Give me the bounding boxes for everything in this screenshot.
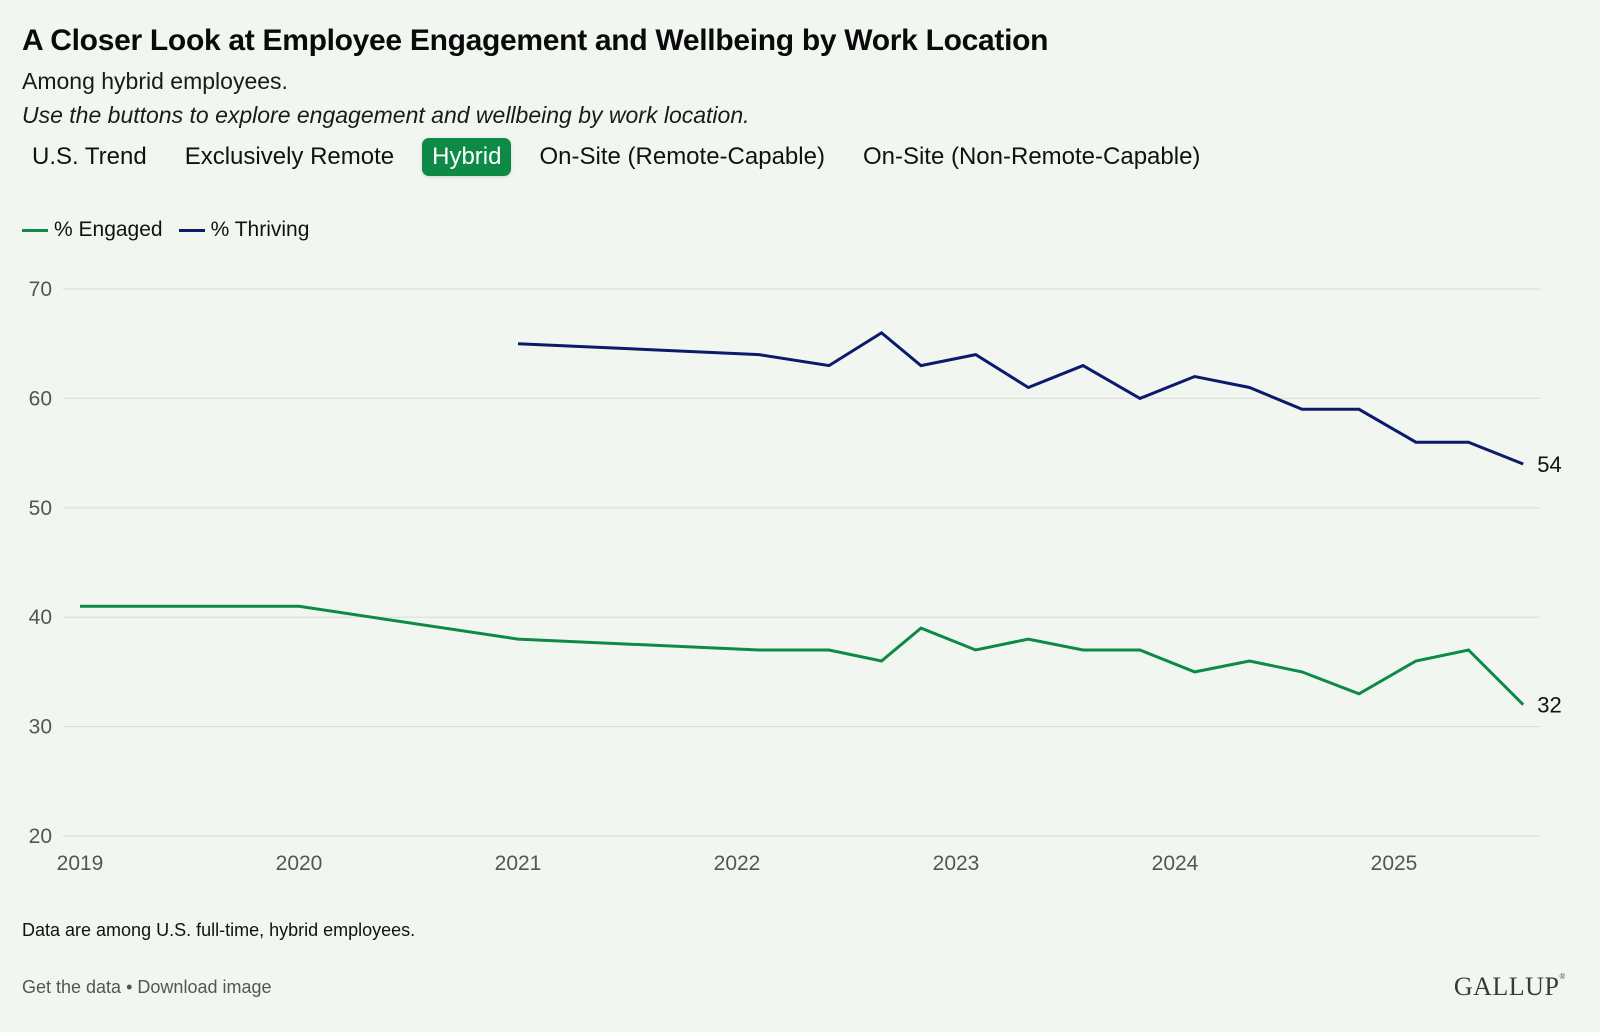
legend-label-thriving: % Thriving — [210, 218, 310, 241]
legend-item-engaged: % Engaged — [22, 218, 163, 242]
data-note: Data are among U.S. full-time, hybrid em… — [22, 920, 416, 940]
line-chart: 20 30 40 50 60 70 2019 2020 2021 2022 2023 2024 202… — [29, 278, 1562, 875]
tab-on-site-remote-capable[interactable]: On-Site (Remote-Capable) — [529, 138, 834, 176]
work-location-tabs: U.S. Trend Exclusively Remote Hybrid On-… — [22, 138, 1228, 176]
download-image-link[interactable]: Download image — [137, 977, 272, 997]
x-tick-label: 2020 — [276, 852, 323, 875]
y-tick-label: 50 — [29, 497, 52, 520]
x-tick-label: 2023 — [933, 852, 980, 875]
y-axis-ticks: 20 30 40 50 60 70 — [29, 278, 52, 848]
chart-subtitle: Among hybrid employees. — [22, 68, 288, 94]
series-line-thriving — [517, 330, 1524, 466]
legend-swatch-thriving — [178, 228, 205, 232]
tab-hybrid[interactable]: Hybrid — [422, 138, 512, 176]
series-lines — [79, 330, 1525, 706]
legend-label-engaged: % Engaged — [54, 218, 163, 241]
end-label-thriving: 54 — [1537, 452, 1561, 477]
gallup-logo: GALLUP® — [1454, 972, 1566, 1002]
x-tick-label: 2025 — [1371, 852, 1418, 875]
end-label-engaged: 32 — [1537, 693, 1561, 718]
y-tick-label: 40 — [29, 606, 52, 629]
registered-mark-icon: ® — [1559, 972, 1566, 981]
x-tick-label: 2024 — [1152, 852, 1199, 875]
y-tick-label: 70 — [29, 278, 52, 301]
chart-title: A Closer Look at Employee Engagement and… — [22, 24, 1049, 57]
legend-item-thriving: % Thriving — [178, 218, 310, 242]
tab-exclusively-remote[interactable]: Exclusively Remote — [175, 138, 404, 176]
footer-links: Get the data • Download image — [22, 977, 272, 998]
gallup-logo-text: GALLUP — [1453, 972, 1560, 1001]
tab-us-trend[interactable]: U.S. Trend — [22, 138, 157, 176]
x-tick-label: 2022 — [714, 852, 761, 875]
chart-instruction: Use the buttons to explore engagement an… — [22, 102, 750, 128]
end-labels: 32 54 — [1537, 452, 1561, 718]
chart-legend: % Engaged % Thriving — [22, 218, 325, 242]
x-tick-label: 2021 — [495, 852, 542, 875]
y-tick-label: 30 — [29, 716, 52, 739]
y-tick-label: 20 — [29, 825, 52, 848]
y-tick-label: 60 — [29, 387, 52, 410]
gridlines — [63, 288, 1540, 837]
x-axis-ticks: 2019 2020 2021 2022 2023 2024 2025 — [57, 852, 1418, 875]
footer-separator: • — [126, 977, 133, 997]
get-data-link[interactable]: Get the data — [22, 977, 122, 997]
x-tick-label: 2019 — [57, 852, 104, 875]
legend-swatch-engaged — [22, 228, 48, 232]
tab-on-site-non-remote-capable[interactable]: On-Site (Non-Remote-Capable) — [853, 138, 1210, 176]
series-line-engaged — [80, 604, 1525, 706]
